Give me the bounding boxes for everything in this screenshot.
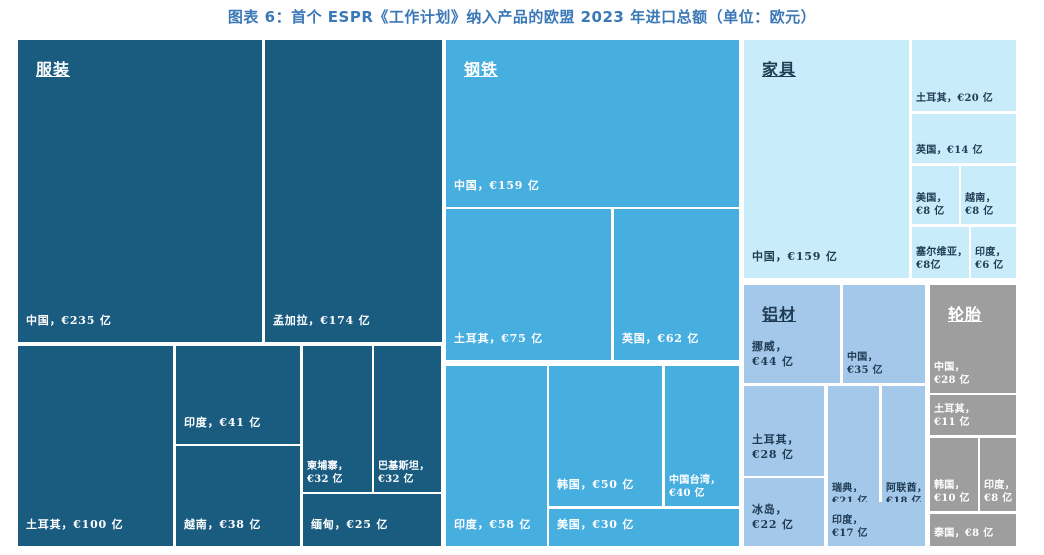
group-label: 钢铁 xyxy=(464,60,499,79)
cell-label: 柬埔寨， €32 亿 xyxy=(307,461,349,485)
cell-label: 中国，€159 亿 xyxy=(454,179,540,192)
treemap-cell: 泰国，€8 亿 xyxy=(930,514,1016,546)
cell-label: 巴基斯坦， €32 亿 xyxy=(378,461,430,485)
treemap-cell: 阿联酋， €18 亿 xyxy=(882,386,925,514)
cell-label: 瑞典， €21 亿 xyxy=(832,483,868,507)
cell-label: 中国， €35 亿 xyxy=(847,352,883,376)
treemap-cell: 孟加拉，€174 亿 xyxy=(265,40,442,342)
treemap-cell: 印度，€41 亿 xyxy=(176,346,300,444)
group-label: 家具 xyxy=(762,60,797,79)
cell-label: 美国， €8 亿 xyxy=(916,193,947,217)
treemap-cell: 土耳其，€100 亿 xyxy=(18,346,173,546)
treemap-cell: 轮胎中国， €28 亿 xyxy=(930,285,1016,393)
treemap-cell: 服装中国，€235 亿 xyxy=(18,40,262,342)
cell-label: 韩国，€50 亿 xyxy=(557,478,635,491)
cell-label: 孟加拉，€174 亿 xyxy=(273,314,371,327)
treemap-cell: 美国， €8 亿 xyxy=(912,166,959,224)
group-label: 服装 xyxy=(36,60,71,79)
treemap-cell: 越南，€38 亿 xyxy=(176,446,300,546)
cell-label: 越南， €8 亿 xyxy=(965,193,996,217)
cell-label: 中国，€159 亿 xyxy=(752,250,838,263)
treemap-cell: 英国，€62 亿 xyxy=(614,209,739,360)
group-label: 铝材 xyxy=(762,305,797,324)
cell-label: 中国台湾， €40 亿 xyxy=(669,475,721,499)
cell-label: 土耳其，€20 亿 xyxy=(916,93,994,104)
cell-label: 土耳其， €28 亿 xyxy=(752,433,800,461)
treemap-cell: 韩国，€50 亿 xyxy=(549,366,662,506)
cell-label: 中国，€235 亿 xyxy=(26,314,112,327)
cell-label: 土耳其， €11 亿 xyxy=(934,404,976,428)
treemap-cell: 冰岛， €22 亿 xyxy=(744,478,824,546)
cell-label: 缅甸，€25 亿 xyxy=(311,518,389,531)
treemap-cell: 土耳其， €28 亿 xyxy=(744,386,824,476)
cell-label: 英国，€14 亿 xyxy=(916,145,983,156)
treemap-cell: 柬埔寨， €32 亿 xyxy=(303,346,372,492)
treemap-cell: 土耳其， €11 亿 xyxy=(930,395,1016,435)
cell-label: 英国，€62 亿 xyxy=(622,332,700,345)
cell-label: 土耳其，€100 亿 xyxy=(26,518,124,531)
cell-label: 美国，€30 亿 xyxy=(557,518,635,531)
treemap-cell: 印度， €8 亿 xyxy=(980,438,1016,511)
treemap-cell: 家具中国，€159 亿 xyxy=(744,40,909,278)
cell-label: 塞尔维亚， €8亿 xyxy=(916,247,968,271)
treemap-cell: 土耳其，€20 亿 xyxy=(912,40,1016,111)
cell-label: 印度， €6 亿 xyxy=(975,247,1006,271)
cell-label: 印度，€58 亿 xyxy=(454,518,532,531)
cell-label: 土耳其，€75 亿 xyxy=(454,332,543,345)
treemap-cell: 中国， €35 亿 xyxy=(843,285,925,383)
treemap-cell: 瑞典， €21 亿 xyxy=(828,386,879,514)
cell-label: 挪威， €44 亿 xyxy=(752,340,794,368)
treemap-cell: 中国台湾， €40 亿 xyxy=(665,366,739,506)
treemap-cell: 印度， €17 亿 xyxy=(828,502,925,546)
cell-label: 冰岛， €22 亿 xyxy=(752,503,794,531)
treemap-cell: 铝材挪威， €44 亿 xyxy=(744,285,840,383)
cell-label: 阿联酋， €18 亿 xyxy=(886,483,925,507)
cell-label: 泰国，€8 亿 xyxy=(934,528,994,539)
treemap-cell: 美国，€30 亿 xyxy=(549,509,739,546)
treemap-cell: 越南， €8 亿 xyxy=(961,166,1016,224)
treemap-cell: 印度，€58 亿 xyxy=(446,366,547,546)
treemap-cell: 印度， €6 亿 xyxy=(971,227,1016,278)
treemap-cell: 英国，€14 亿 xyxy=(912,114,1016,163)
cell-label: 印度， €17 亿 xyxy=(832,515,868,539)
treemap-cell: 缅甸，€25 亿 xyxy=(303,494,441,546)
treemap-cell: 钢铁中国，€159 亿 xyxy=(446,40,739,207)
cell-label: 越南，€38 亿 xyxy=(184,518,262,531)
treemap-cell: 韩国， €10 亿 xyxy=(930,438,978,511)
cell-label: 韩国， €10 亿 xyxy=(934,480,970,504)
cell-label: 中国， €28 亿 xyxy=(934,362,970,386)
cell-label: 印度， €8 亿 xyxy=(984,480,1015,504)
treemap-cell: 巴基斯坦， €32 亿 xyxy=(374,346,441,492)
chart-title: 图表 6：首个 ESPR《工作计划》纳入产品的欧盟 2023 年进口总额（单位：… xyxy=(227,8,817,26)
treemap-cell: 塞尔维亚， €8亿 xyxy=(912,227,969,278)
treemap-cell: 土耳其，€75 亿 xyxy=(446,209,611,360)
group-label: 轮胎 xyxy=(948,305,983,324)
cell-label: 印度，€41 亿 xyxy=(184,416,262,429)
